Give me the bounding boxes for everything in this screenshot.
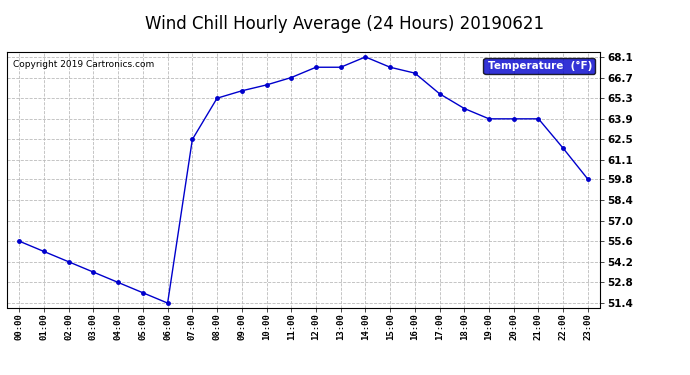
Text: Copyright 2019 Cartronics.com: Copyright 2019 Cartronics.com: [13, 60, 154, 69]
Legend: Temperature  (°F): Temperature (°F): [484, 58, 595, 74]
Text: Wind Chill Hourly Average (24 Hours) 20190621: Wind Chill Hourly Average (24 Hours) 201…: [146, 15, 544, 33]
